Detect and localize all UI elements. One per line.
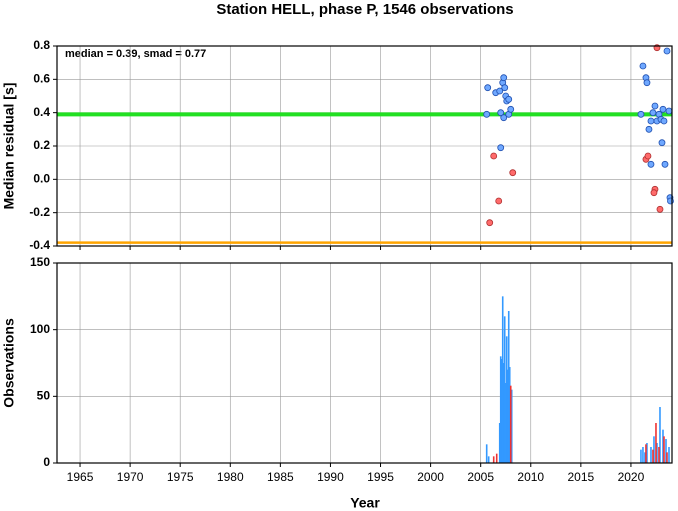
- data-point: [495, 197, 503, 205]
- y-tick-label: -0.4: [29, 238, 50, 252]
- data-point: [659, 105, 667, 113]
- x-tick-label: 2020: [618, 470, 645, 484]
- data-point: [645, 125, 653, 133]
- x-tick-label: 2010: [517, 470, 544, 484]
- x-tick-label: 2005: [467, 470, 494, 484]
- data-point: [663, 47, 671, 55]
- x-axis-label: Year: [350, 495, 380, 511]
- bar: [652, 449, 654, 463]
- data-point: [647, 160, 655, 168]
- y-tick-label: 0.8: [33, 38, 50, 52]
- bar: [663, 436, 665, 463]
- data-point: [643, 79, 651, 87]
- data-point: [665, 107, 673, 115]
- y-tick-label: 50: [37, 389, 51, 403]
- bar: [640, 449, 642, 463]
- plot-frame: [56, 45, 673, 247]
- data-point: [661, 160, 669, 168]
- data-point: [639, 62, 647, 70]
- y-tick-label: 0.2: [33, 138, 50, 152]
- y-tick-label: -0.2: [29, 205, 50, 219]
- x-tick-label: 1985: [267, 470, 294, 484]
- bar: [499, 356, 502, 463]
- bar: [646, 443, 648, 463]
- data-point: [637, 110, 645, 118]
- data-point: [649, 109, 657, 117]
- bar: [642, 447, 644, 463]
- annotation: median = 0.39, smad = 0.77: [65, 48, 206, 60]
- bar: [658, 447, 660, 463]
- x-tick-label: 2015: [568, 470, 595, 484]
- bar: [507, 311, 510, 463]
- bar: [508, 367, 511, 463]
- data-point: [651, 102, 659, 110]
- data-point: [507, 105, 515, 113]
- data-point: [658, 139, 666, 147]
- data-point: [483, 110, 491, 118]
- data-point: [644, 152, 652, 160]
- bar: [659, 407, 661, 463]
- y-tick-label: 0: [43, 455, 50, 469]
- data-point: [484, 84, 492, 92]
- data-point: [660, 117, 668, 125]
- y-tick-label: 0.0: [33, 172, 50, 186]
- data-point: [500, 114, 508, 122]
- x-tick-label: 1975: [167, 470, 194, 484]
- data-point: [501, 84, 509, 92]
- bar: [665, 439, 667, 463]
- bar: [487, 456, 490, 463]
- x-tick-label: 1995: [367, 470, 394, 484]
- y-tick-label: 0.6: [33, 72, 50, 86]
- y-tick-label: 150: [30, 255, 50, 269]
- data-point: [505, 95, 513, 103]
- data-point: [497, 109, 505, 117]
- x-tick-label: 2000: [417, 470, 444, 484]
- bar: [504, 383, 507, 463]
- bar: [500, 359, 503, 463]
- bar: [662, 429, 664, 463]
- bar: [509, 385, 512, 463]
- y-tick-label: 100: [30, 322, 50, 336]
- x-tick-label: 1965: [67, 470, 94, 484]
- y-axis-label: Median residual [s]: [1, 83, 17, 210]
- bar: [502, 363, 505, 463]
- data-point: [496, 87, 504, 95]
- bar: [510, 389, 513, 463]
- data-point: [490, 152, 498, 160]
- y-axis-label: Observations: [1, 318, 17, 408]
- bar: [655, 423, 657, 463]
- bar: [506, 369, 509, 463]
- data-point: [497, 144, 505, 152]
- x-tick-label: 1990: [317, 470, 344, 484]
- data-point: [509, 169, 517, 177]
- data-point: [647, 117, 655, 125]
- data-point: [500, 74, 508, 82]
- x-tick-label: 1980: [217, 470, 244, 484]
- chart-title: Station HELL, phase P, 1546 observations: [216, 1, 513, 18]
- bar: [492, 456, 495, 463]
- bar: [485, 444, 488, 463]
- bar: [653, 436, 655, 463]
- y-tick-label: 0.4: [33, 105, 50, 119]
- bar: [650, 447, 652, 463]
- bar: [645, 444, 647, 463]
- bar: [656, 443, 658, 463]
- bar: [503, 316, 506, 463]
- bar: [666, 452, 668, 463]
- bar: [501, 296, 504, 463]
- data-point: [650, 189, 658, 197]
- bar: [668, 447, 670, 463]
- bar: [495, 453, 498, 463]
- bar: [505, 336, 508, 463]
- plot-frame: [56, 262, 673, 464]
- data-point: [656, 205, 664, 213]
- data-point: [486, 219, 494, 227]
- bar: [644, 452, 646, 463]
- x-tick-label: 1970: [117, 470, 144, 484]
- bar: [498, 423, 501, 463]
